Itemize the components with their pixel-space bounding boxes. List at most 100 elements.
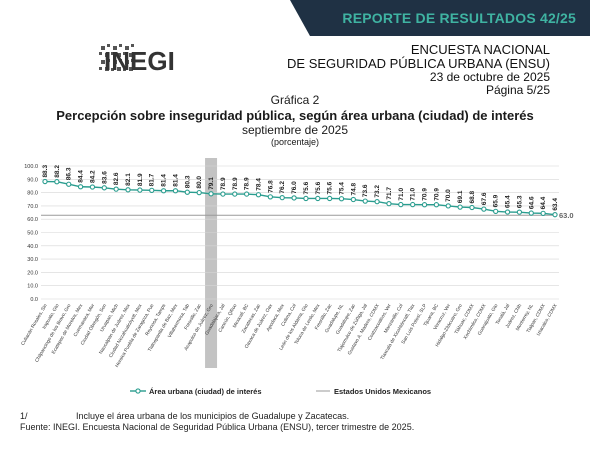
page-number: Página 5/25 (485, 83, 550, 97)
data-label: 65.9 (493, 194, 500, 207)
data-point (101, 185, 107, 191)
data-point (255, 192, 262, 198)
y-tick-label: 30.0 (27, 257, 38, 263)
data-point (386, 200, 392, 207)
y-tick-label: 90.0 (27, 177, 38, 183)
footnote-marker: 1/ (20, 411, 28, 421)
header-banner (290, 0, 590, 36)
data-label: 71.0 (398, 188, 405, 201)
data-point (291, 195, 297, 201)
data-point (160, 188, 167, 194)
data-label: 78.9 (232, 177, 239, 190)
legend-series-label: Área urbana (ciudad) de interés (149, 387, 262, 396)
data-label: 79.1 (208, 177, 215, 190)
line-chart: 0.0 10.0 20.0 30.0 40.0 50.0 60.0 70.0 80.0 90.0 1… (20, 158, 574, 396)
data-label: 63.4 (552, 198, 559, 211)
data-label: 78.9 (220, 177, 227, 190)
data-point (184, 189, 190, 195)
footnote-text: Incluye el área urbana de los municipios… (76, 411, 350, 421)
data-point (445, 203, 451, 209)
chart-unit: (porcentaje) (270, 137, 320, 147)
y-tick-label: 60.0 (27, 217, 38, 223)
data-point (504, 209, 511, 215)
survey-name-line1: ENCUESTA NACIONAL (410, 42, 550, 57)
data-point (243, 191, 250, 197)
data-label: 67.6 (481, 192, 488, 205)
data-label: 71.7 (386, 187, 393, 200)
data-label: 83.6 (101, 171, 108, 184)
data-label: 70.0 (445, 189, 452, 202)
y-tick-label: 40.0 (27, 244, 38, 250)
y-tick-label: 10.0 (27, 284, 38, 290)
data-point (172, 188, 179, 194)
chart-number: Gráfica 2 (270, 93, 320, 107)
data-point (267, 194, 273, 200)
data-label: 64.4 (540, 196, 547, 209)
data-point (42, 178, 48, 185)
data-label: 88.2 (54, 165, 61, 178)
data-point (493, 208, 499, 215)
y-tick-label: 0.0 (30, 297, 38, 303)
data-label: 75.6 (303, 181, 310, 194)
data-label: 75.4 (339, 182, 346, 195)
data-label: 75.6 (315, 181, 322, 194)
data-point (232, 191, 238, 197)
data-point (54, 179, 60, 185)
inegi-logo-text: INEGI (104, 46, 175, 76)
data-point (552, 212, 558, 218)
survey-name-line2: DE SEGURIDAD PÚBLICA URBANA (ENSU) (287, 56, 550, 71)
data-label: 74.8 (350, 182, 357, 195)
series-line (44, 180, 556, 216)
y-tick-label: 100.0 (24, 164, 38, 170)
data-label: 73.6 (362, 184, 369, 197)
inegi-logo-icon (99, 44, 134, 71)
data-label: 73.2 (374, 185, 381, 198)
legend-reference-label: Estados Unidos Mexicanos (334, 387, 431, 396)
data-label: 75.6 (327, 181, 334, 194)
data-label: 81.4 (172, 174, 179, 187)
report-banner-title: REPORTE DE RESULTADOS 42/25 (342, 10, 576, 26)
data-point (66, 181, 72, 187)
data-label: 70.9 (433, 188, 440, 201)
data-label: 84.2 (89, 170, 96, 183)
reference-value-label: 63.0 (559, 211, 574, 220)
data-point (457, 204, 463, 210)
y-tick-label: 70.0 (27, 204, 38, 210)
data-point (421, 202, 428, 208)
data-label: 81.9 (137, 173, 144, 186)
data-point (481, 206, 487, 212)
data-label: 80.0 (196, 176, 203, 189)
data-point (303, 195, 309, 202)
data-label: 69.1 (457, 190, 464, 203)
data-label: 86.3 (66, 167, 73, 180)
data-point (410, 201, 416, 208)
data-label: 84.4 (78, 170, 85, 183)
data-point (89, 184, 96, 190)
y-tick-label: 20.0 (27, 270, 38, 276)
data-point (279, 195, 285, 201)
data-label: 82.1 (125, 173, 132, 186)
source-note: Fuente: INEGI. Encuesta Nacional de Segu… (20, 422, 415, 432)
data-label: 68.8 (469, 190, 476, 203)
data-point (327, 195, 333, 202)
data-point (149, 187, 155, 193)
data-point (350, 196, 357, 203)
data-point (374, 198, 380, 205)
data-point (540, 210, 546, 216)
data-point (113, 186, 119, 192)
chart-subtitle: septiembre de 2025 (241, 123, 349, 137)
data-point (398, 201, 404, 208)
chart-title: Percepción sobre inseguridad pública, se… (56, 108, 534, 123)
footnote: 1/Incluye el área urbana de los municipi… (20, 411, 349, 421)
data-point (125, 187, 131, 193)
data-point (469, 204, 475, 211)
publication-date: 23 de octubre de 2025 (429, 70, 550, 84)
y-tick-label: 50.0 (27, 231, 38, 237)
data-point (196, 189, 202, 196)
data-point (528, 210, 534, 216)
data-label: 76.8 (267, 180, 274, 193)
data-label: 65.4 (505, 195, 512, 208)
data-label: 70.9 (422, 188, 429, 201)
data-label: 81.7 (149, 173, 156, 186)
highlight-column (205, 158, 218, 368)
